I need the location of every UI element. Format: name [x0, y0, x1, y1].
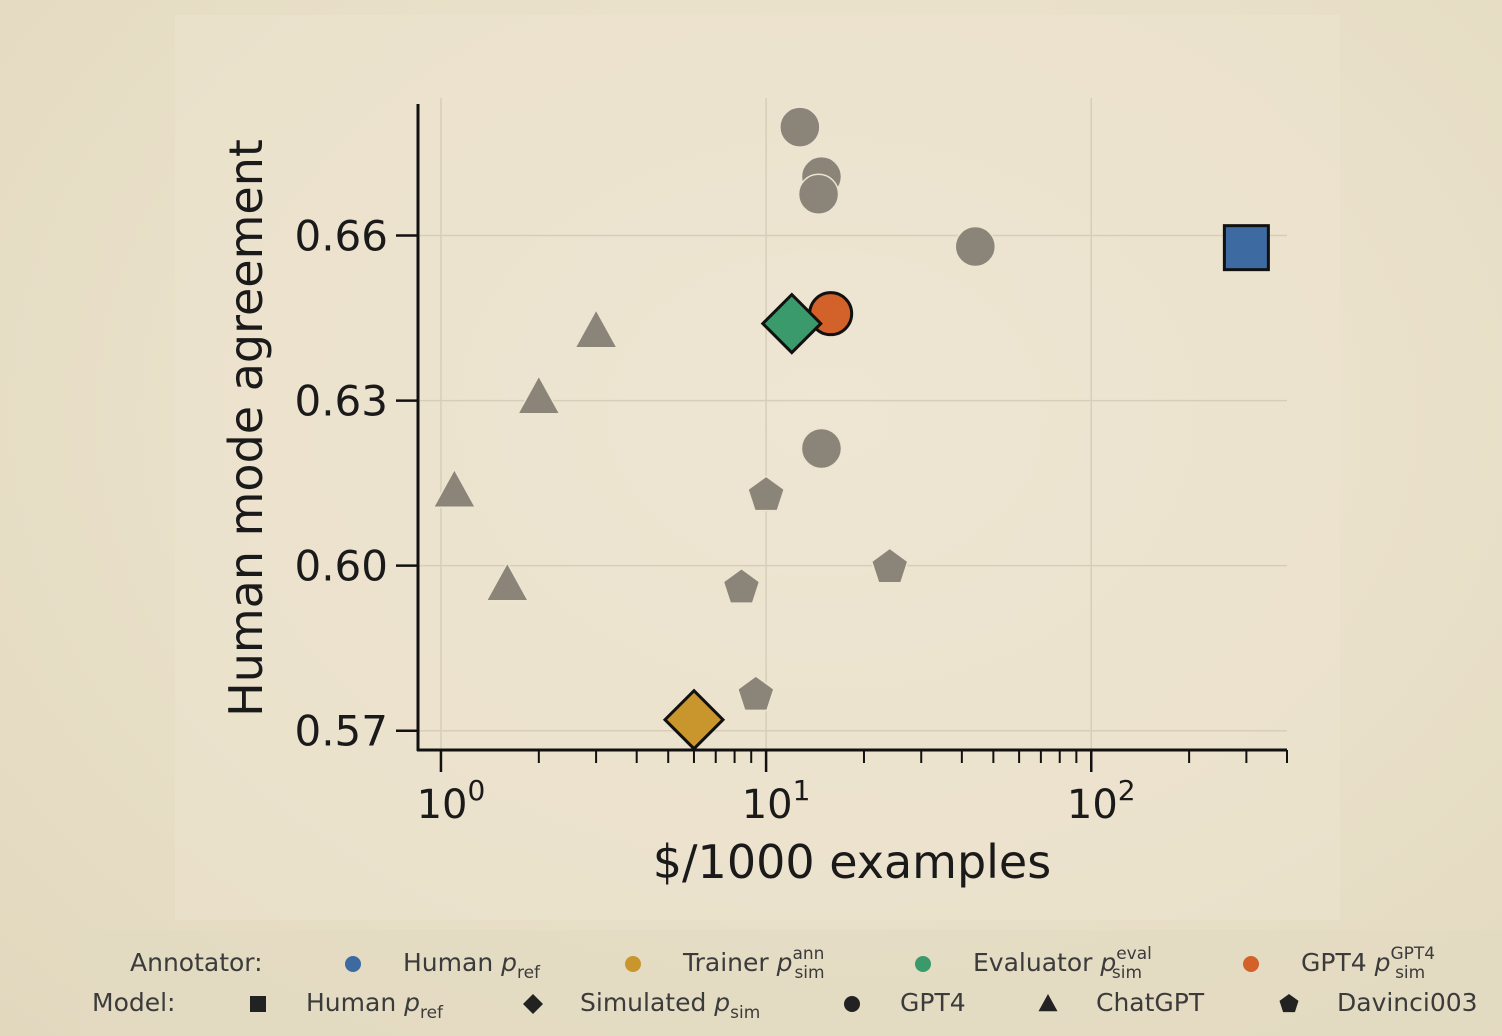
point-chatgpt [485, 561, 530, 602]
legend-model-marker [250, 996, 266, 1012]
legend-annotator-label: Trainer pann sim [682, 944, 825, 983]
legend-annotator-marker [345, 956, 361, 972]
legend-annotator-marker [915, 956, 931, 972]
data-points [432, 106, 1270, 751]
point-gpt4 [797, 173, 840, 216]
legend-annotator-label: Evaluator peval sim [973, 944, 1152, 983]
legend-annotator-marker [625, 956, 641, 972]
figure-panel [175, 15, 1340, 920]
point-davinci003 [747, 475, 786, 512]
y-axis-label: Human mode agreement [219, 139, 273, 717]
legend-model-label: GPT4 [900, 988, 966, 1017]
legend-model-marker [1038, 994, 1058, 1012]
legend-model-marker [844, 996, 860, 1012]
axes [416, 104, 1287, 752]
legend-model-marker [523, 994, 543, 1014]
point-simulated-trainer [662, 688, 726, 751]
y-tick-label: 0.57 [294, 707, 388, 756]
x-axis-label: $/1000 examples [653, 835, 1051, 889]
legend-model-label: Davinci003 [1337, 988, 1478, 1017]
point-chatgpt [516, 374, 561, 415]
axis-ticks: 0.57 0.60 0.63 0.66 100 101 102 [294, 212, 1288, 828]
point-chatgpt [573, 308, 619, 349]
point-gpt4 [954, 225, 997, 268]
legend-model-label: ChatGPT [1096, 988, 1205, 1017]
x-tick-label: 102 [1067, 774, 1136, 828]
legend-model-label: Human pref [306, 988, 444, 1023]
point-gpt4 [800, 427, 843, 470]
legend-background [80, 930, 1502, 1036]
legend: Annotator: Human pref Trainer pann sim Evalu… [92, 944, 1478, 1023]
point-human-human [1222, 224, 1270, 272]
legend-annotator-label: GPT4 pGPT4 sim [1301, 944, 1435, 983]
point-davinci003 [736, 675, 775, 712]
legend-annotator-title: Annotator: [130, 948, 263, 977]
legend-model-label: Simulated psim [580, 988, 760, 1023]
point-gpt4 [779, 106, 821, 148]
x-tick-label: 101 [742, 774, 811, 828]
legend-model-title: Model: [92, 988, 175, 1017]
legend-annotator-label: Human pref [403, 948, 541, 983]
point-davinci003 [870, 547, 909, 584]
legend-model-marker [1279, 994, 1299, 1013]
y-tick-label: 0.63 [294, 377, 388, 426]
grid-lines [418, 98, 1287, 750]
y-tick-label: 0.60 [294, 542, 388, 591]
point-chatgpt [432, 467, 477, 508]
x-tick-label: 100 [417, 774, 486, 828]
legend-annotator-marker [1243, 956, 1259, 972]
point-davinci003 [722, 567, 761, 604]
y-tick-label: 0.66 [294, 212, 388, 261]
point-simulated-evaluator [760, 292, 823, 355]
